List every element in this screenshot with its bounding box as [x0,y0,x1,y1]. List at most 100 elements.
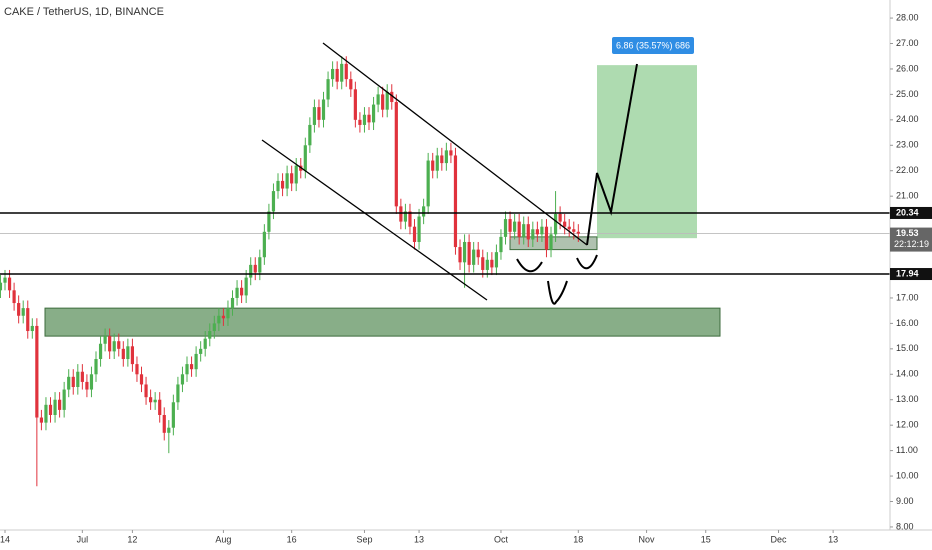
candle-body [499,236,503,253]
y-tick-label: 23.00 [896,140,919,150]
axes: 28.00 27.00 26.00 25.00 24.00 23.00 22.00 21.00… [0,12,932,544]
candle-body [308,124,312,146]
candle-body [412,226,417,242]
drawings-under: 6.86 (35.57%) 686 [0,37,890,337]
candle-body [335,68,339,82]
y-tick-label: 9.00 [896,496,914,506]
countdown-label: 22:12:19 [894,239,929,249]
candle-body [58,399,62,410]
candle-body [267,211,271,232]
candle-body [344,63,348,80]
candle-body [230,297,235,309]
candle-body [349,79,353,90]
candle-body [381,94,385,110]
candle-body [371,104,376,123]
candle-body [221,315,226,319]
candle-body [108,336,112,352]
candle-body [367,114,371,123]
candle-body [390,91,394,103]
x-tick-label: 18 [573,534,583,544]
candle-body [217,315,221,324]
candle-body [431,160,435,171]
candle-body [558,213,562,222]
y-tick-label: 8.00 [896,521,914,531]
candle-body [544,226,549,250]
projection-path [586,63,638,246]
x-tick-label: 15 [701,534,711,544]
candle-body [462,241,467,263]
price-tag-box [890,268,932,281]
last-price-label: 19.53 [896,228,919,238]
candle-body [3,277,7,283]
candle-body [39,417,44,423]
candle-body [458,247,462,263]
channel-line [322,42,588,246]
candle-body [26,308,30,332]
candle-body [476,249,480,258]
y-tick-label: 16.00 [896,318,919,328]
candle-body [394,102,398,207]
x-tick-label: 13 [414,534,424,544]
candle-body [472,249,476,265]
candle-body [290,173,294,184]
candle-body [517,221,521,237]
candle-body [494,252,499,268]
candle-body [185,364,189,375]
y-tick-label: 22.00 [896,165,919,175]
candle-body [481,257,485,270]
y-tick-label: 21.00 [896,191,919,201]
y-tick-label: 12.00 [896,420,919,430]
candle-body [490,259,494,268]
candle-body [135,364,139,375]
y-tick-label: 28.00 [896,12,919,22]
candle-body [203,338,207,349]
candle-body [53,399,57,415]
candle-body [76,371,80,388]
x-tick-label: 16 [287,534,297,544]
candle-body [449,150,453,156]
shoulder-curve [576,254,598,270]
candle-body [139,374,144,385]
candle-body [67,376,71,390]
target-label-box [612,37,694,54]
candle-body [180,374,185,385]
candle-body [403,211,408,222]
candle-body [85,381,89,390]
candle-body [126,346,130,360]
drawings-over [0,42,890,305]
candle-body [358,119,362,125]
candle-body [253,264,257,273]
chart-title: CAKE / TetherUS, 1D, BINANCE [4,6,164,18]
candle-body [444,150,448,164]
y-tick-label: 11.00 [896,445,918,455]
candle-body [7,277,12,291]
candle-body [144,384,148,398]
candle-body [531,229,535,240]
candle-body [453,155,458,248]
candle-body [535,229,539,235]
candle-body [112,341,116,352]
x-tick-label: 14 [0,534,10,544]
zone [509,236,598,251]
candle-body [508,219,512,232]
zone [44,307,721,337]
y-tick-label: 13.00 [896,394,919,404]
candle-body [89,374,94,390]
y-tick-label: 14.00 [896,369,919,379]
candle-body [417,216,421,242]
candle-body [130,346,135,365]
candle-body [513,221,517,232]
candle-body [321,99,326,120]
candle-body [171,402,175,428]
candle-body [526,224,530,240]
y-tick-label: 17.00 [896,292,919,302]
candle-body [98,343,103,360]
candle-body [249,264,253,278]
candle-body [258,257,262,273]
price-tag-label: 20.34 [896,207,919,217]
candle-body [467,241,471,265]
candle-body [362,114,367,125]
candle-body [189,364,194,370]
